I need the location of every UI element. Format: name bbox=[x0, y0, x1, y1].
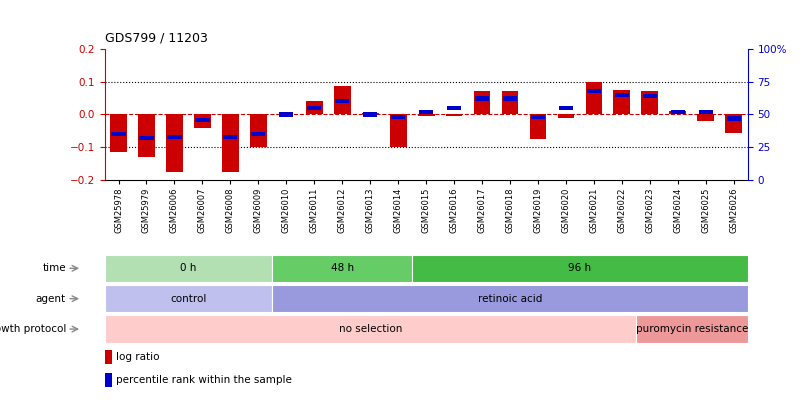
Bar bbox=[635, 315, 747, 343]
Bar bbox=[222, 115, 238, 172]
Bar bbox=[475, 96, 488, 101]
Bar bbox=[501, 92, 518, 115]
Bar bbox=[698, 110, 712, 114]
Bar bbox=[390, 115, 405, 119]
Bar bbox=[726, 116, 740, 121]
Bar bbox=[167, 134, 181, 139]
Text: 48 h: 48 h bbox=[330, 263, 353, 273]
Bar bbox=[446, 106, 461, 110]
Text: puromycin resistance: puromycin resistance bbox=[635, 324, 747, 334]
Bar bbox=[724, 115, 741, 132]
Bar bbox=[585, 81, 601, 115]
Bar bbox=[166, 115, 182, 172]
Text: 96 h: 96 h bbox=[568, 263, 591, 273]
Bar bbox=[586, 89, 601, 93]
Bar bbox=[112, 132, 125, 136]
Text: time: time bbox=[43, 263, 66, 273]
Bar bbox=[307, 106, 321, 110]
Text: agent: agent bbox=[36, 294, 66, 304]
Bar bbox=[104, 315, 635, 343]
Bar bbox=[558, 106, 573, 110]
Bar bbox=[642, 94, 656, 98]
Bar bbox=[104, 373, 112, 388]
Bar bbox=[418, 110, 433, 114]
Text: no selection: no selection bbox=[338, 324, 402, 334]
Bar bbox=[305, 101, 322, 115]
Text: 0 h: 0 h bbox=[180, 263, 197, 273]
Bar bbox=[104, 350, 112, 364]
Text: percentile rank within the sample: percentile rank within the sample bbox=[116, 375, 291, 385]
Bar bbox=[104, 255, 272, 282]
Bar bbox=[445, 115, 462, 116]
Bar bbox=[279, 112, 293, 117]
Bar bbox=[502, 96, 516, 101]
Bar bbox=[418, 115, 434, 116]
Bar bbox=[530, 115, 544, 119]
Bar bbox=[195, 117, 210, 122]
Text: GDS799 / 11203: GDS799 / 11203 bbox=[104, 32, 207, 45]
Bar bbox=[363, 112, 377, 117]
Bar bbox=[412, 255, 747, 282]
Bar bbox=[473, 92, 490, 115]
Bar bbox=[556, 115, 573, 118]
Bar bbox=[333, 86, 350, 115]
Bar bbox=[641, 91, 658, 115]
Bar bbox=[223, 134, 237, 139]
Bar bbox=[529, 115, 546, 139]
Bar bbox=[250, 115, 267, 147]
Bar bbox=[613, 90, 630, 115]
Text: retinoic acid: retinoic acid bbox=[477, 294, 541, 304]
Bar bbox=[389, 115, 406, 147]
Bar bbox=[696, 115, 713, 121]
Bar bbox=[139, 136, 153, 140]
Bar bbox=[669, 111, 685, 115]
Bar bbox=[251, 132, 265, 136]
Bar bbox=[361, 113, 378, 115]
Bar bbox=[110, 115, 127, 152]
Bar bbox=[138, 115, 155, 157]
Bar bbox=[670, 110, 684, 114]
Bar bbox=[614, 92, 628, 97]
Bar bbox=[272, 285, 747, 312]
Text: control: control bbox=[170, 294, 206, 304]
Bar bbox=[335, 99, 349, 103]
Text: log ratio: log ratio bbox=[116, 352, 160, 362]
Text: growth protocol: growth protocol bbox=[0, 324, 66, 334]
Bar bbox=[104, 285, 272, 312]
Bar bbox=[194, 115, 210, 128]
Bar bbox=[272, 255, 412, 282]
